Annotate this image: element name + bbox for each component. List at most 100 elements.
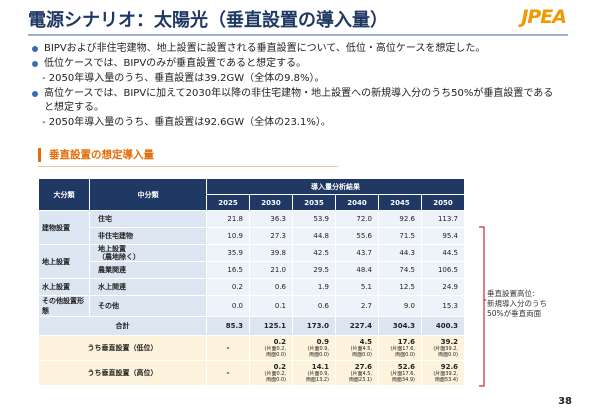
bullet: 高位ケースでは、BIPVに加えて2030年以降の非住宅建物・地上設置への新規導入…: [30, 87, 560, 130]
subcategory-text: 水上関連: [98, 283, 126, 291]
annotation-line: 垂直設置高位:: [487, 289, 535, 298]
total-value: 125.1: [249, 316, 293, 336]
vertical-detail: (片面4.5,: [350, 346, 373, 352]
vertical-detail: 両面34.9): [391, 377, 415, 383]
value-cell: 44.3: [378, 244, 422, 262]
category-cell: 水上設置: [38, 278, 90, 296]
vertical-value: 0.2: [273, 338, 286, 346]
subcategory-cell: 農業関連: [89, 261, 207, 279]
value-cell: 15.3: [421, 295, 465, 317]
subcategory-cell: その他: [89, 295, 207, 317]
vertical-cell: -: [206, 335, 250, 361]
table-row: その他設置形態 その他 0.0 0.1 0.6 2.7 9.0 15.3: [38, 295, 465, 317]
vertical-detail: 両面0.0): [266, 352, 286, 358]
subcategory-text: 農業関連: [98, 266, 126, 274]
vertical-cell: 92.6 (片面39.2, 両面53.4): [421, 360, 465, 386]
vertical-value: 4.5: [359, 338, 372, 346]
bullet-text: 高位ケースでは、BIPVに加えて2030年以降の非住宅建物・地上設置への新規導入…: [44, 88, 554, 113]
logo: JPEA: [521, 6, 567, 28]
total-value: 85.3: [206, 316, 250, 336]
value-cell: 74.5: [378, 261, 422, 279]
year-header: 2035: [292, 194, 336, 211]
vertical-cell: 39.2 (片面39.2, 両面0.0): [421, 335, 465, 361]
annotation-line: 50%が垂直両面: [487, 309, 542, 318]
vertical-label: うち垂直設置（低位）: [38, 335, 207, 361]
subcategory-cell: 水上関連: [89, 278, 207, 296]
vertical-value: 39.2: [440, 338, 458, 346]
value-cell: 24.9: [421, 278, 465, 296]
value-cell: 55.6: [335, 227, 379, 245]
subcategory-text: （農地除く）: [98, 253, 140, 261]
vertical-detail: (片面39.2,: [433, 346, 458, 352]
vertical-detail: (片面0.9,: [307, 346, 330, 352]
vertical-detail: (片面39.2,: [433, 371, 458, 377]
year-header: 2045: [378, 194, 422, 211]
vertical-detail: 両面0.0): [266, 377, 286, 383]
vertical-value: 52.6: [397, 363, 415, 371]
vertical-detail: 両面0.0): [395, 352, 415, 358]
page-number: 38: [558, 396, 572, 407]
vertical-detail: 両面0.0): [352, 352, 372, 358]
bullet-list: BIPVおよび非住宅建物、地上設置に設置される垂直設置について、低位・高位ケース…: [30, 42, 560, 131]
table-row: 水上設置 水上関連 0.2 0.6 1.9 5.1 12.5 24.9: [38, 278, 465, 296]
annotation-line: 新規導入分のうち: [487, 299, 547, 308]
title-rule: [28, 34, 568, 36]
total-value: 400.3: [421, 316, 465, 336]
value-cell: 92.6: [378, 210, 422, 228]
vertical-detail: (片面0.2,: [264, 371, 287, 377]
vertical-row: うち垂直設置（低位） -0.2 (片面0.2, 両面0.0) 0.9 (片面0.9, 両面0…: [38, 335, 465, 361]
year-header: 2025: [206, 194, 250, 211]
section-rule: [38, 166, 338, 167]
bullet: 低位ケースでは、BIPVのみが垂直設置であると想定する。 - 2050年導入量のう…: [30, 57, 560, 86]
vertical-cell: 0.2 (片面0.2, 両面0.0): [249, 335, 293, 361]
value-cell: 12.5: [378, 278, 422, 296]
vertical-value: 0.9: [316, 338, 329, 346]
vertical-detail: 両面23.1): [348, 377, 372, 383]
vertical-value: 0.2: [273, 363, 286, 371]
vertical-cell: 0.9 (片面0.9, 両面0.0): [292, 335, 336, 361]
value-cell: 2.7: [335, 295, 379, 317]
value-cell: 0.0: [206, 295, 250, 317]
vertical-value: -: [226, 344, 230, 352]
vertical-detail: 両面13.2): [305, 377, 329, 383]
subcategory-text: 非住宅建物: [98, 232, 133, 240]
subcategory-text: 地上設置: [98, 245, 126, 253]
subcategory-text: その他: [98, 302, 119, 310]
bullet-note: - 2050年導入量のうち、垂直設置は92.6GW（全体の23.1%）。: [42, 117, 331, 128]
table-row: 地上設置 地上設置 （農地除く） 35.9 39.8 42.5 43.7 44.3 44.5: [38, 244, 465, 279]
vertical-detail: 両面53.4): [434, 377, 458, 383]
year-header: 2050: [421, 194, 465, 211]
header-cell: 導入量分析結果: [206, 178, 465, 195]
vertical-cell: 14.1 (片面0.9, 両面13.2): [292, 360, 336, 386]
vertical-detail: 両面0.0): [309, 352, 329, 358]
vertical-detail: (片面0.2,: [264, 346, 287, 352]
bullet-text: 低位ケースでは、BIPVのみが垂直設置であると想定する。: [44, 58, 307, 69]
vertical-detail: (片面17.6,: [390, 346, 415, 352]
bullet: BIPVおよび非住宅建物、地上設置に設置される垂直設置について、低位・高位ケース…: [30, 42, 560, 56]
value-cell: 1.9: [292, 278, 336, 296]
vertical-value: 92.6: [440, 363, 458, 371]
bullet-text: BIPVおよび非住宅建物、地上設置に設置される垂直設置について、低位・高位ケース…: [44, 43, 486, 54]
header-cell: 中分類: [89, 178, 207, 211]
vertical-cell: -: [206, 360, 250, 386]
vertical-detail: (片面0.9,: [307, 371, 330, 377]
vertical-cell: 52.6 (片面17.6, 両面34.9): [378, 360, 422, 386]
year-header: 2030: [249, 194, 293, 211]
value-cell: 72.0: [335, 210, 379, 228]
vertical-row: うち垂直設置（高位） -0.2 (片面0.2, 両面0.0) 14.1 (片面0.9, 両面…: [38, 360, 465, 386]
vertical-value: -: [226, 369, 230, 377]
vertical-label: うち垂直設置（高位）: [38, 360, 207, 386]
vertical-value: 27.6: [354, 363, 372, 371]
value-cell: 106.5: [421, 261, 465, 279]
vertical-value: 14.1: [311, 363, 329, 371]
category-cell: 建物設置: [38, 210, 90, 245]
subcategory-text: 住宅: [98, 215, 112, 223]
vertical-detail: (片面17.6,: [390, 371, 415, 377]
vertical-cell: 0.2 (片面0.2, 両面0.0): [249, 360, 293, 386]
vertical-detail: (片面4.5,: [350, 371, 373, 377]
annotation: 垂直設置高位: 新規導入分のうち 50%が垂直両面: [487, 289, 547, 319]
section-heading: 垂直設置の想定導入量: [38, 148, 489, 162]
value-cell: 43.7: [335, 244, 379, 262]
